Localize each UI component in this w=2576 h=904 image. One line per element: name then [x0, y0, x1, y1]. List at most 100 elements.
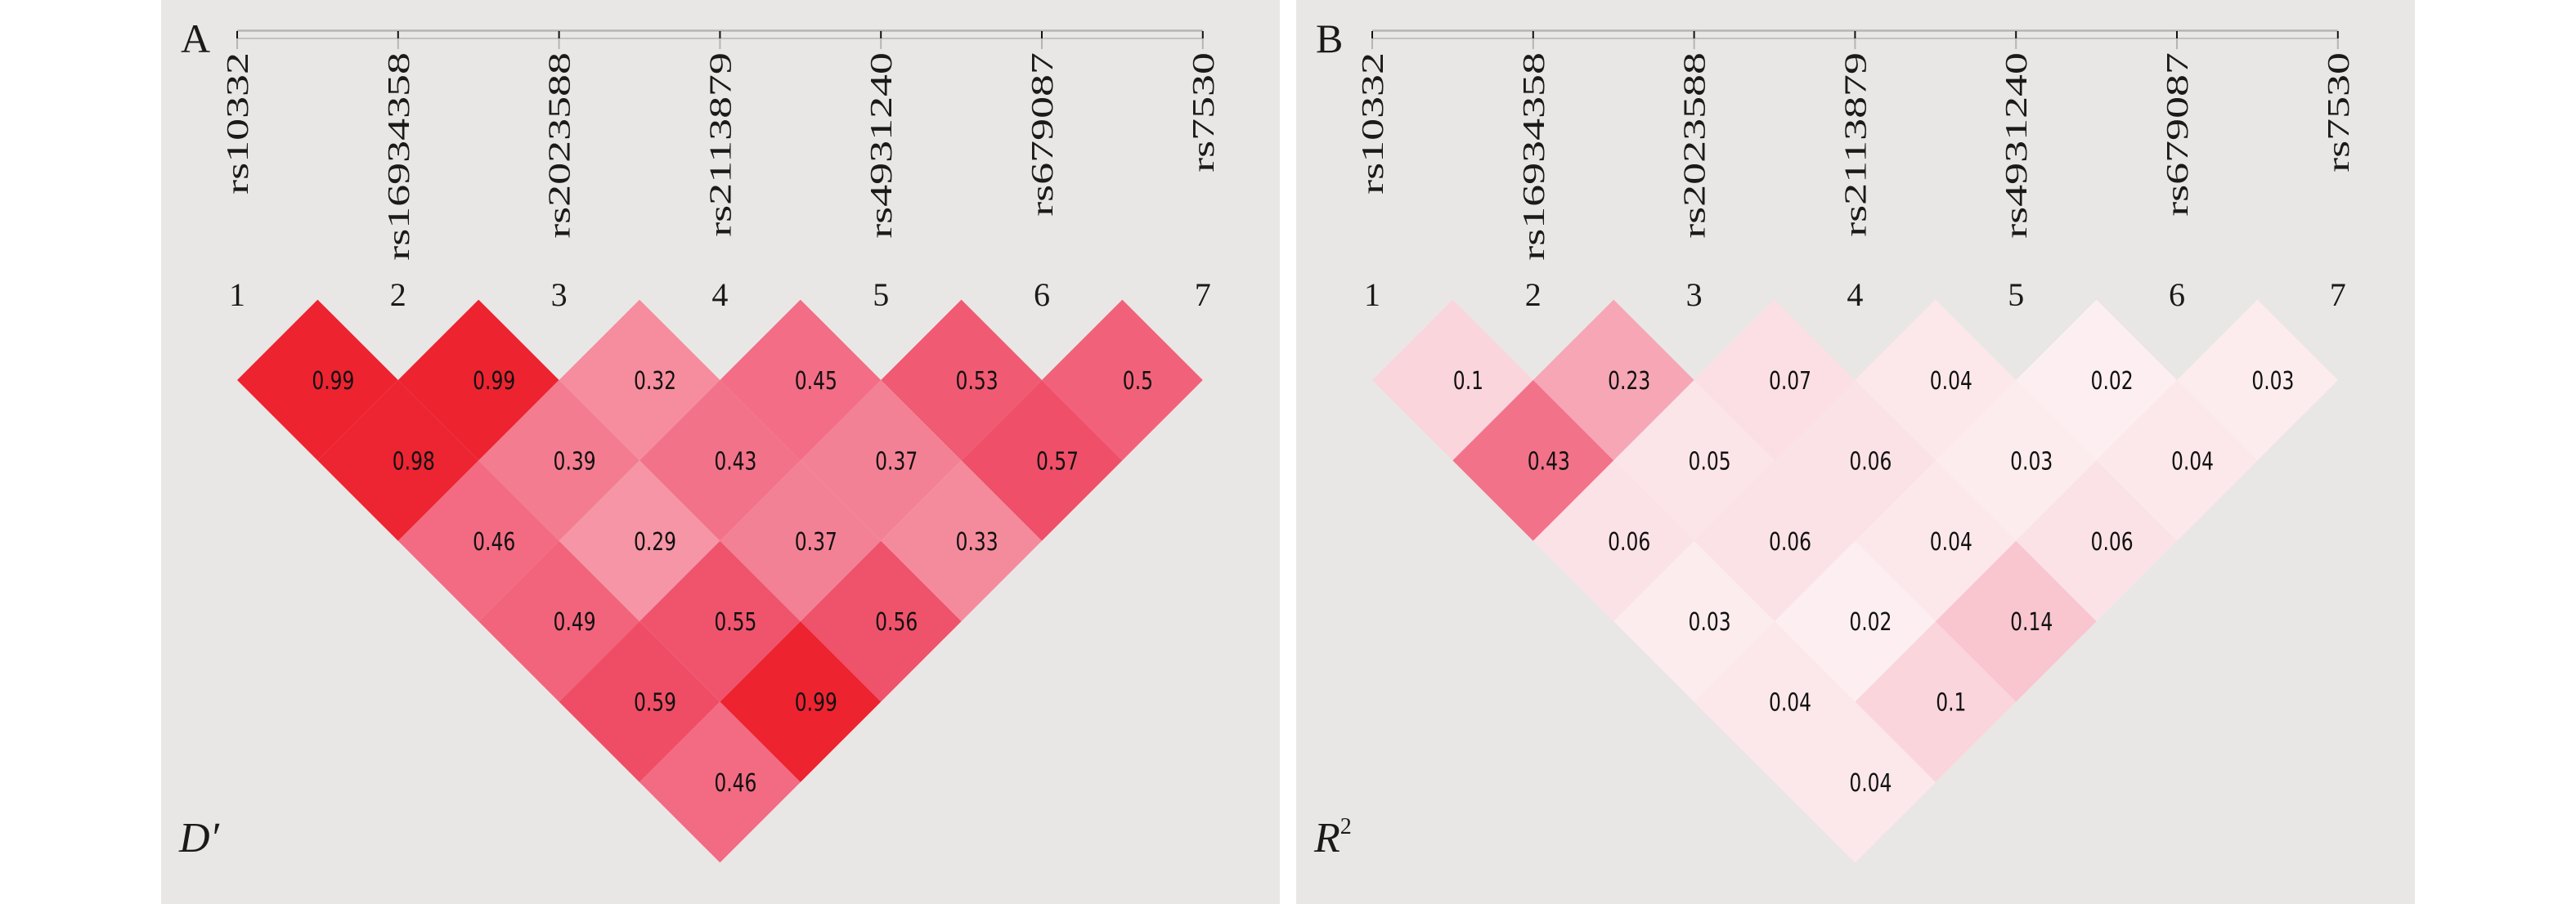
- snp-index: 4: [711, 276, 728, 313]
- ld-cell-rs10332-rs2113879: [397, 460, 559, 622]
- ld-cell-rs2023588-rs4931240: [640, 380, 801, 541]
- ld-heatmap-r2: rs10332 1 rs16934358 2 rs2023588 3 rs2113879 4 r…: [1356, 29, 2356, 863]
- ld-cell-rs16934358-rs7530: [720, 621, 882, 782]
- ld-cell-rs10332-rs679087: [1694, 621, 1856, 782]
- ld-value-label: 0.04: [1849, 769, 1892, 798]
- ld-cell-rs4931240-rs7530: [961, 380, 1123, 541]
- ld-cell-rs16934358-rs4931240: [1694, 460, 1856, 622]
- ld-cells: [1372, 299, 2338, 863]
- snp-label: rs4931240: [1999, 52, 2034, 239]
- ld-cell-rs10332-rs2023588: [317, 380, 479, 541]
- ld-value-label: 0.99: [473, 367, 515, 396]
- ld-cell-rs4931240-rs679087: [881, 299, 1042, 461]
- ld-cell-rs16934358-rs2023588: [1533, 299, 1694, 461]
- ld-value-label: 0.45: [795, 367, 837, 396]
- snp-index: 3: [551, 276, 568, 313]
- ld-value-label: 0.46: [473, 528, 515, 557]
- snp-index: 5: [2008, 276, 2024, 313]
- snp-position-axis: [1371, 29, 2339, 49]
- ld-heatmap-dprime: rs10332 1 rs16934358 2 rs2023588 3 rs2113879 4 r…: [221, 29, 1221, 863]
- panel-label: A: [181, 16, 211, 61]
- snp-index: 5: [873, 276, 889, 313]
- ld-value-label: 0.57: [1036, 448, 1079, 477]
- ld-cell-rs16934358-rs7530: [1855, 621, 2017, 782]
- ld-cell-rs2023588-rs679087: [1855, 460, 2017, 622]
- ld-value-label: 0.03: [1689, 608, 1731, 637]
- ld-cell-rs2023588-rs2113879: [1694, 299, 1856, 461]
- ld-value-label: 0.56: [875, 608, 918, 637]
- measure-label: R2: [1314, 816, 1352, 860]
- ld-cells: [237, 299, 1203, 863]
- snp-label: rs4931240: [864, 52, 899, 239]
- ld-value-label: 0.99: [312, 367, 354, 396]
- ld-value-label: 0.02: [1849, 608, 1892, 637]
- ld-cell-rs10332-rs16934358: [237, 299, 398, 461]
- ld-value-label: 0.32: [634, 367, 676, 396]
- measure-sup: 2: [1340, 814, 1352, 839]
- snp-index: 7: [1195, 276, 1211, 313]
- ld-cell-rs2113879-rs4931240: [1855, 299, 2017, 461]
- snp-label: rs10332: [1356, 52, 1390, 195]
- ld-value-label: 0.14: [2010, 608, 2053, 637]
- ld-value-label: 0.07: [1769, 367, 1811, 396]
- panel-b-r2: B rs10332 1 rs16934358 2 rs2023588 3 rs2113879…: [1296, 0, 2415, 904]
- ld-cell-rs4931240-rs679087: [2016, 299, 2177, 461]
- ld-value-label: 0.05: [1689, 448, 1731, 477]
- ld-cell-rs16934358-rs2113879: [478, 380, 640, 541]
- ld-cell-rs10332-rs7530: [640, 701, 801, 863]
- measure-base: R: [1314, 815, 1340, 861]
- measure-base: D′: [179, 815, 219, 861]
- ld-value-label: 0.49: [554, 608, 596, 637]
- ld-value-label: 0.1: [1453, 367, 1483, 396]
- ld-value-label: 0.04: [2171, 448, 2214, 477]
- ld-value-label: 0.06: [1849, 448, 1892, 477]
- ld-value-label: 0.23: [1608, 367, 1650, 396]
- snp-label: rs2023588: [542, 52, 577, 239]
- ld-value-label: 0.5: [1123, 367, 1153, 396]
- snp-label: rs7530: [1186, 52, 1220, 172]
- ld-value-label: 0.04: [1930, 367, 1972, 396]
- snp-index: 3: [1686, 276, 1703, 313]
- ld-cell-rs679087-rs7530: [2177, 299, 2338, 461]
- ld-cell-rs2023588-rs7530: [1935, 540, 2097, 702]
- measure-label: D′: [179, 816, 219, 860]
- ld-cell-rs10332-rs2113879: [1533, 460, 1694, 622]
- ld-value-label: 0.33: [956, 528, 999, 557]
- ld-value-label: 0.37: [875, 448, 918, 477]
- ld-value-label: 0.53: [956, 367, 999, 396]
- snp-index: 2: [1525, 276, 1542, 313]
- ld-value-label: 0.39: [554, 448, 596, 477]
- panel-a-dprime: A rs10332 1 rs16934358 2 rs2023588 3 rs2113879…: [161, 0, 1280, 904]
- ld-value-label: 0.1: [1936, 689, 1966, 718]
- panel-label: B: [1316, 16, 1344, 61]
- ld-value-label: 0.03: [2010, 448, 2053, 477]
- snp-index: 4: [1847, 276, 1863, 313]
- snp-label: rs2113879: [1838, 52, 1873, 237]
- snp-label: rs679087: [1025, 52, 1060, 217]
- snp-label: rs16934358: [1516, 52, 1551, 261]
- snp-label: rs2113879: [703, 52, 738, 237]
- ld-value-label: 0.43: [714, 448, 756, 477]
- ld-value-label: 0.04: [1769, 689, 1811, 718]
- ld-cell-rs16934358-rs679087: [640, 540, 801, 702]
- snp-index: 6: [1034, 276, 1050, 313]
- ld-value-label: 0.02: [2091, 367, 2134, 396]
- ld-value-label: 0.43: [1528, 448, 1570, 477]
- ld-cell-rs2113879-rs679087: [1935, 380, 2097, 541]
- snp-index: 1: [229, 276, 245, 313]
- ld-cell-labels: 0.99 0.99 0.32 0.45 0.53 0.5 0.98 0.39 0.43 0.37 0…: [312, 367, 1153, 798]
- ld-cell-rs4931240-rs7530: [2096, 380, 2258, 541]
- ld-value-label: 0.55: [714, 608, 756, 637]
- ld-cell-labels: 0.1 0.23 0.07 0.04 0.02 0.03 0.43 0.05 0.06 0.03 0…: [1453, 367, 2295, 798]
- snp-label: rs16934358: [381, 52, 415, 261]
- snp-position-axis: [236, 29, 1204, 49]
- snp-label: rs2023588: [1677, 52, 1712, 239]
- ld-value-label: 0.29: [634, 528, 676, 557]
- ld-value-label: 0.99: [795, 689, 837, 718]
- ld-cell-rs679087-rs7530: [1042, 299, 1203, 461]
- ld-value-label: 0.59: [634, 689, 676, 718]
- ld-value-label: 0.98: [393, 448, 435, 477]
- ld-value-label: 0.06: [1769, 528, 1811, 557]
- ld-value-label: 0.04: [1930, 528, 1972, 557]
- snp-label: rs7530: [2321, 52, 2355, 172]
